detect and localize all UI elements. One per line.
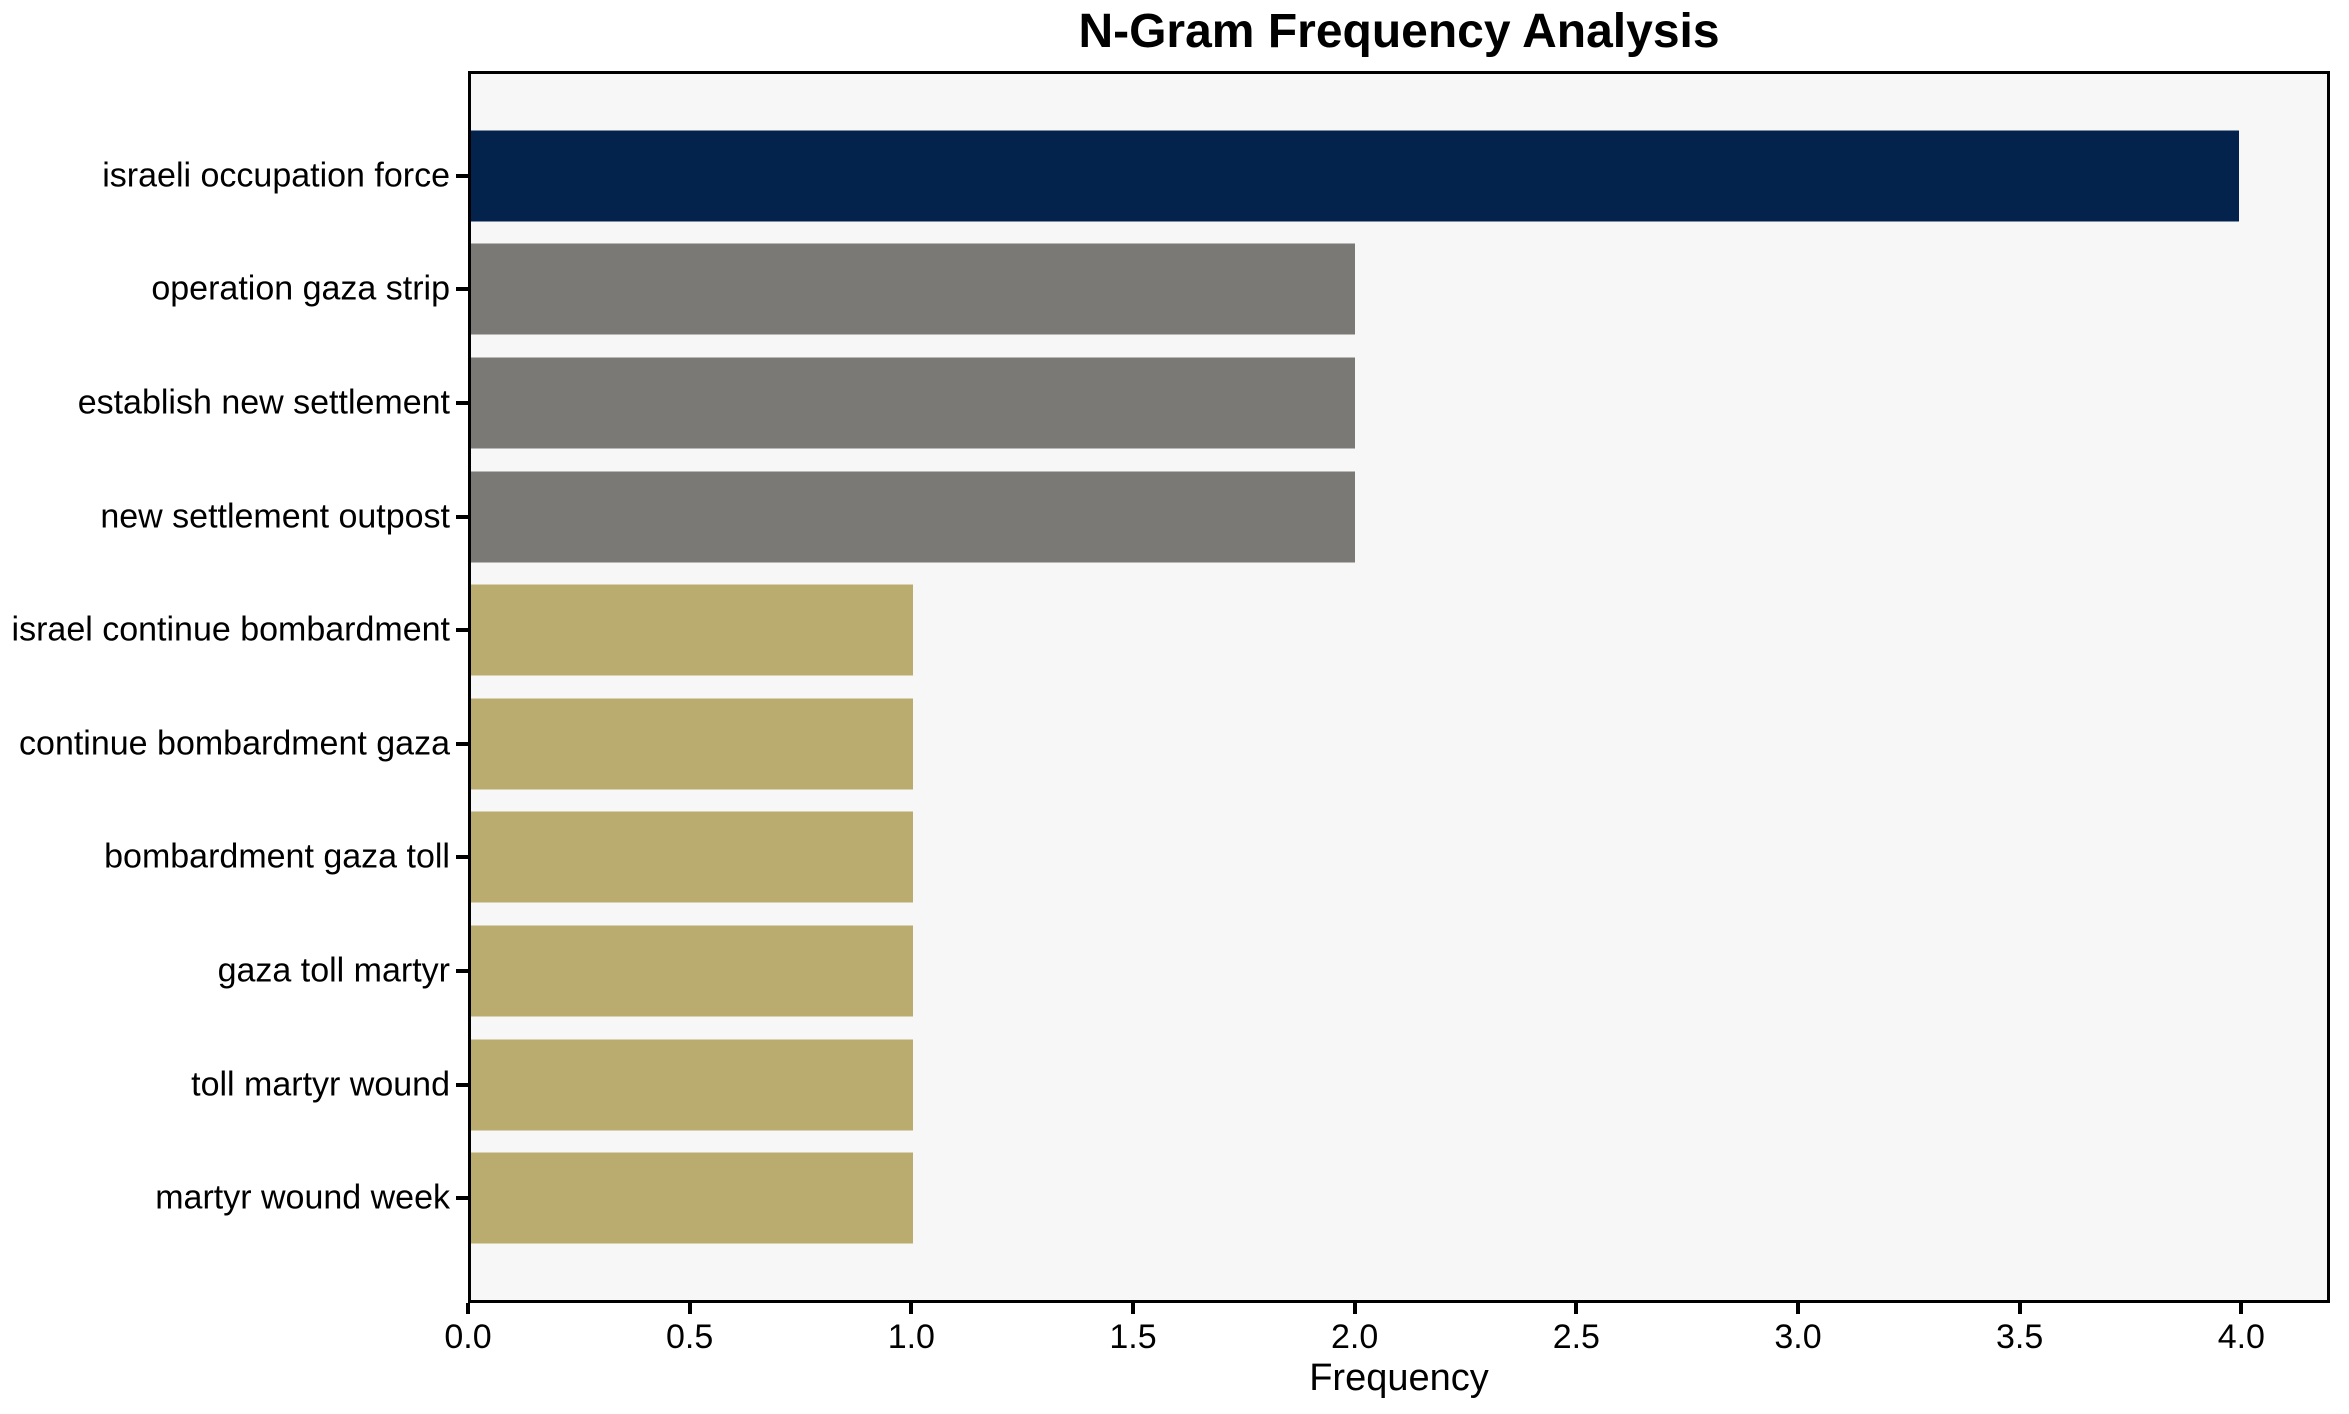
x-tick-label: 2.0 [1331, 1318, 1379, 1356]
bar-row: toll martyr wound [191, 1028, 2327, 1142]
bar [471, 698, 913, 790]
x-tick-label: 3.0 [1774, 1318, 1822, 1356]
category-label: operation gaza strip [151, 269, 450, 308]
x-tick-mark [1574, 1303, 1579, 1314]
x-tick-mark [466, 1303, 470, 1314]
x-tick-label: 3.5 [1996, 1318, 2044, 1356]
x-tick-mark [1796, 1303, 1800, 1314]
bar-row: continue bombardment gaza [19, 687, 2327, 801]
bar [471, 130, 2239, 222]
bar [471, 811, 913, 903]
chart-title: N-Gram Frequency Analysis [1078, 5, 1720, 58]
x-axis-label: Frequency [1309, 1357, 1489, 1399]
y-tick-mark [456, 741, 468, 746]
category-label: new settlement outpost [100, 497, 450, 536]
x-tick-mark [1352, 1303, 1357, 1314]
category-label: establish new settlement [77, 383, 450, 422]
bar [471, 471, 1355, 563]
category-label: continue bombardment gaza [19, 724, 450, 763]
x-tick-mark [1131, 1303, 1135, 1314]
x-axis: 0.0 0.5 1.0 1.5 2.0 2.5 3.0 3.5 4.0 [444, 1303, 2330, 1373]
bar [471, 357, 1355, 449]
bar [471, 1152, 913, 1244]
category-label: martyr wound week [155, 1178, 450, 1217]
y-tick-mark [456, 628, 468, 633]
bar-row: israeli occupation force [102, 119, 2327, 233]
bar-row: operation gaza strip [151, 233, 2327, 347]
y-tick-mark [456, 1082, 468, 1087]
y-tick-mark [456, 855, 468, 860]
y-tick-mark [456, 400, 468, 405]
bar-row: israel continue bombardment [12, 573, 2327, 687]
x-tick-label: 1.0 [887, 1318, 935, 1356]
y-tick-mark [456, 287, 468, 292]
x-tick-label: 0.0 [444, 1318, 492, 1356]
bar [471, 1039, 913, 1131]
bar [471, 243, 1355, 335]
bar [471, 925, 913, 1017]
x-tick-mark [2239, 1303, 2244, 1314]
x-tick-label: 2.5 [1552, 1318, 1600, 1356]
bar-row: establish new settlement [78, 346, 2327, 460]
category-label: gaza toll martyr [217, 951, 450, 990]
x-tick-mark [909, 1303, 914, 1314]
bar-row: bombardment gaza toll [104, 801, 2327, 915]
y-tick-mark [456, 514, 468, 519]
bar-row: gaza toll martyr [218, 914, 2327, 1028]
x-tick-label: 0.5 [666, 1318, 714, 1356]
category-label: bombardment gaza toll [104, 837, 450, 876]
category-label: toll martyr wound [191, 1065, 450, 1104]
y-tick-mark [456, 1196, 468, 1201]
plot-area: israeli occupation force operation gaza s… [12, 71, 2330, 1303]
x-tick-mark [687, 1303, 692, 1314]
bar-row: martyr wound week [155, 1141, 2327, 1255]
bar-row: new settlement outpost [100, 460, 2327, 574]
category-label: israeli occupation force [102, 156, 450, 195]
bar [471, 584, 913, 676]
x-tick-label: 1.5 [1109, 1318, 1157, 1356]
y-tick-mark [456, 968, 468, 973]
x-tick-mark [2017, 1303, 2022, 1314]
category-label: israel continue bombardment [11, 610, 450, 649]
bar-rows-container: israeli occupation force operation gaza s… [12, 74, 2327, 1300]
x-tick-label: 4.0 [2217, 1318, 2265, 1356]
y-tick-mark [456, 173, 468, 178]
